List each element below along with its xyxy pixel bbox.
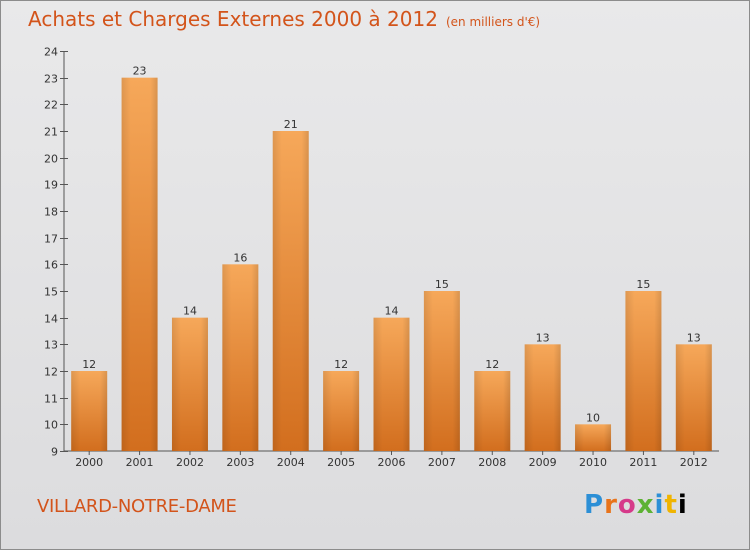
x-tick-label: 2002	[176, 456, 204, 469]
bar-shade	[474, 371, 511, 451]
y-tick-label: 11	[44, 393, 58, 406]
logo-letter: o	[617, 490, 637, 520]
bar-shade	[675, 344, 712, 451]
bar-shade	[222, 264, 259, 451]
logo-letter: r	[604, 490, 618, 520]
bar-value-label: 21	[284, 118, 298, 131]
y-tick-label: 24	[44, 46, 58, 59]
bar-shade	[524, 344, 561, 451]
bar-value-label: 16	[233, 251, 247, 264]
logo-letter: t	[664, 490, 678, 520]
y-tick-label: 13	[44, 339, 58, 352]
logo-letter: i	[677, 490, 688, 520]
bar-value-label: 13	[687, 331, 701, 344]
x-tick-label: 2004	[277, 456, 305, 469]
bar-value-label: 23	[133, 65, 147, 78]
bar-value-label: 12	[334, 358, 348, 371]
logo-letter: i	[654, 490, 665, 520]
y-tick-label: 21	[44, 126, 58, 139]
x-tick-label: 2000	[75, 456, 103, 469]
y-tick-label: 17	[44, 233, 58, 246]
chart-subtitle: (en milliers d'€)	[445, 15, 541, 29]
x-tick-label: 2009	[529, 456, 557, 469]
y-tick-label: 16	[44, 259, 58, 272]
bar-shade	[171, 317, 208, 451]
logo-letter: P	[584, 490, 605, 520]
x-tick-label: 2012	[680, 456, 708, 469]
chart-title-text: Achats et Charges Externes 2000 à 2012	[28, 7, 438, 31]
bar-shade	[373, 317, 410, 451]
x-tick-label: 2003	[226, 456, 254, 469]
x-tick-label: 2011	[629, 456, 657, 469]
bar-value-label: 14	[385, 305, 399, 318]
bar-value-label: 14	[183, 305, 197, 318]
x-tick-label: 2005	[327, 456, 355, 469]
y-tick-label: 18	[44, 206, 58, 219]
plot-area: 9 10 11 12 13 14 15 16 17 18 19 20 21 22 23 24 2000 12 200…	[44, 46, 719, 469]
x-tick-label: 2007	[428, 456, 456, 469]
bar-value-label: 12	[82, 358, 96, 371]
bar-shade	[423, 291, 460, 451]
chart-title: Achats et Charges Externes 2000 à 2012 (e…	[28, 7, 540, 31]
commune-name: VILLARD-NOTRE-DAME	[37, 496, 237, 517]
bar-value-label: 15	[636, 278, 650, 291]
y-tick-label: 23	[44, 73, 58, 86]
y-tick-label: 14	[44, 313, 58, 326]
x-tick-label: 2010	[579, 456, 607, 469]
x-tick-label: 2001	[126, 456, 154, 469]
bar-shade	[121, 77, 158, 452]
x-tick-label: 2008	[478, 456, 506, 469]
y-tick-label: 12	[44, 366, 58, 379]
bar-value-label: 10	[586, 411, 600, 424]
bar-shade	[625, 291, 662, 451]
proxiti-logo: Proxiti	[584, 490, 688, 520]
y-tick-label: 20	[44, 153, 58, 166]
y-tick-label: 10	[44, 419, 58, 432]
bar-shade	[575, 424, 612, 451]
y-tick-label: 15	[44, 286, 58, 299]
bar-shade	[272, 131, 309, 451]
bar-value-label: 12	[485, 358, 499, 371]
y-tick-label: 9	[51, 446, 58, 459]
bar-shade	[71, 371, 108, 451]
y-tick-label: 19	[44, 179, 58, 192]
bar-value-label: 15	[435, 278, 449, 291]
bar-shade	[323, 371, 360, 451]
y-tick-label: 22	[44, 99, 58, 112]
logo-letter: x	[636, 490, 655, 520]
bar-value-label: 13	[536, 331, 550, 344]
x-tick-label: 2006	[378, 456, 406, 469]
